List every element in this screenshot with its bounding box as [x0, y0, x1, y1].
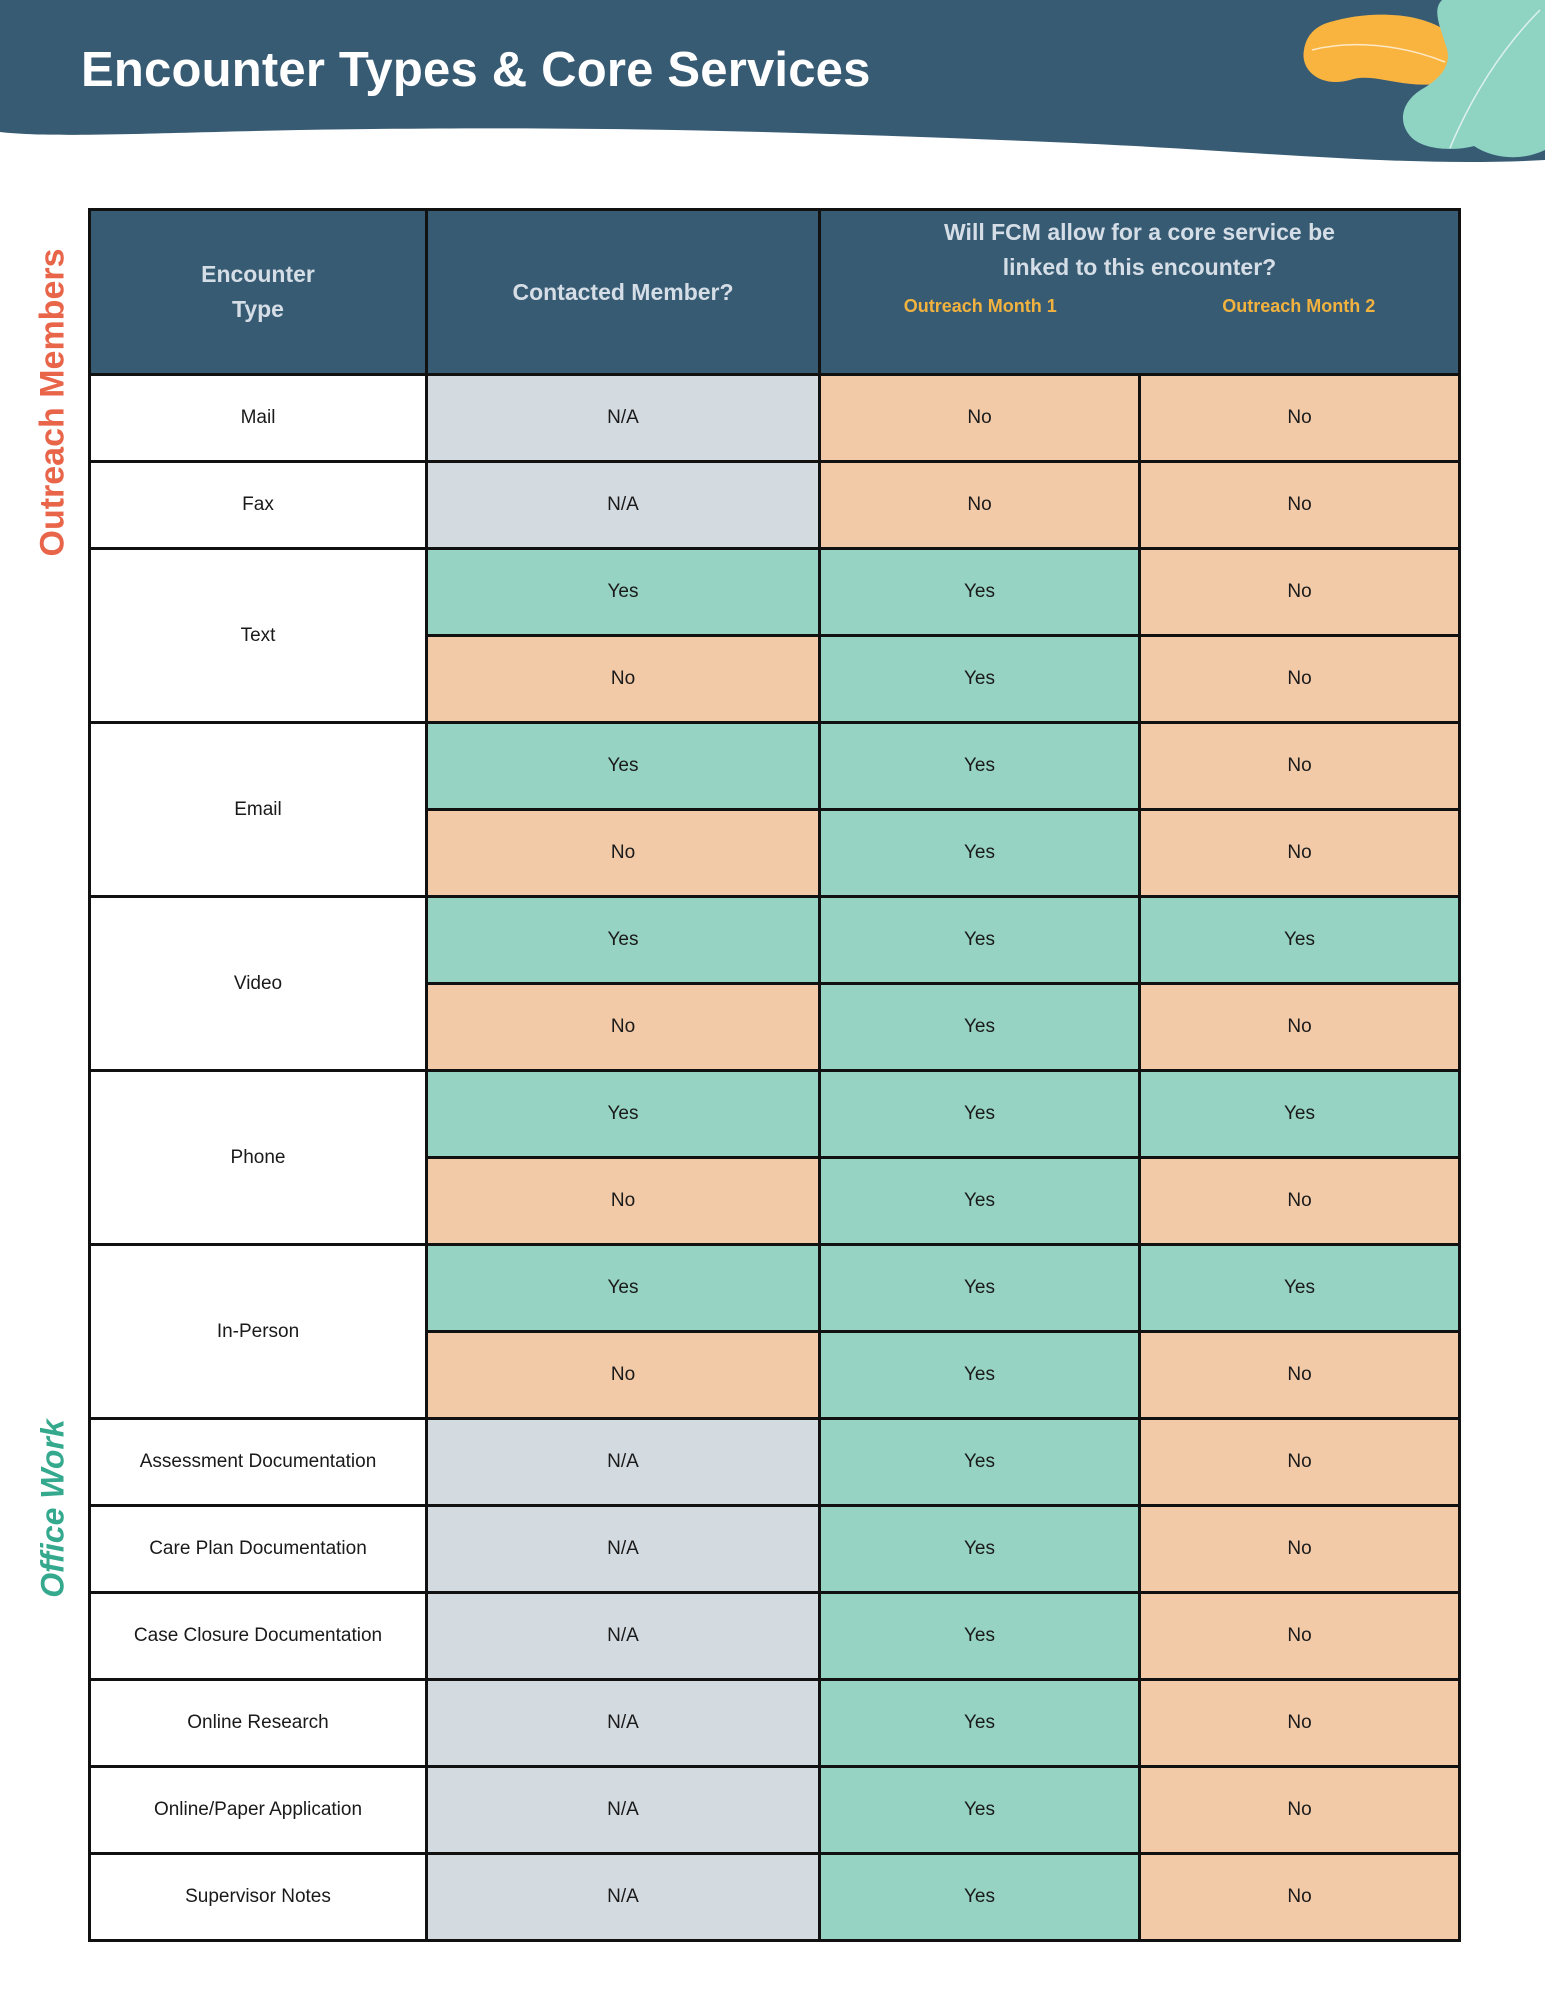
side-label-outreach-members: Outreach Members: [33, 248, 72, 557]
table-row: Phone Yes Yes Yes: [88, 1069, 1462, 1246]
contacted-member-cell: No: [425, 808, 821, 898]
header-core-service-question: Will FCM allow for a core service be lin…: [817, 208, 1462, 291]
outreach-month-1-cell: Yes: [818, 721, 1141, 811]
table-row: Online Research N/A Yes No: [88, 1678, 1462, 1768]
side-label-office-work: Office Work: [34, 1419, 71, 1598]
outreach-month-1-cell: Yes: [818, 1417, 1141, 1507]
outreach-month-1-cell: Yes: [818, 895, 1141, 985]
outreach-month-2-cell: No: [1137, 547, 1462, 637]
outreach-month-1-cell: Yes: [818, 1678, 1141, 1768]
table-row: Video Yes Yes Yes: [88, 895, 1462, 1072]
table-row: Case Closure Documentation N/A Yes No: [88, 1591, 1462, 1681]
encounter-type-cell: Mail: [88, 373, 428, 463]
outreach-month-1-cell: Yes: [818, 1852, 1141, 1942]
contacted-member-cell: N/A: [425, 1417, 821, 1507]
encounter-type-cell: Supervisor Notes: [88, 1852, 428, 1942]
table-row: Mail N/A No No: [88, 373, 1462, 463]
outreach-month-2-cell: No: [1137, 1852, 1462, 1942]
contacted-member-cell: Yes: [425, 721, 821, 811]
header-outreach-month-2: Outreach Month 2: [1139, 290, 1462, 376]
outreach-month-1-cell: Yes: [818, 634, 1141, 724]
outreach-month-1-cell: Yes: [818, 808, 1141, 898]
table-row: No Yes No: [90, 1156, 1462, 1246]
encounter-table: Encounter Type Contacted Member? Will FC…: [88, 208, 1462, 1942]
encounter-type-cell: Email: [88, 721, 428, 898]
contacted-member-cell: Yes: [425, 895, 821, 985]
encounter-type-cell: Care Plan Documentation: [88, 1504, 428, 1594]
encounter-type-cell: Case Closure Documentation: [88, 1591, 428, 1681]
outreach-month-1-cell: Yes: [818, 1765, 1141, 1855]
header-encounter-type: Encounter Type: [88, 208, 428, 376]
outreach-month-2-cell: No: [1137, 1765, 1462, 1855]
table-row: Email Yes Yes No: [88, 721, 1462, 898]
encounter-type-cell: Assessment Documentation: [88, 1417, 428, 1507]
header-contacted-member: Contacted Member?: [425, 208, 821, 376]
header-band: [0, 0, 1545, 163]
encounter-type-cell: Video: [88, 895, 428, 1072]
outreach-month-2-cell: No: [1137, 1678, 1462, 1768]
contacted-member-cell: N/A: [425, 1678, 821, 1768]
outreach-month-2-cell: No: [1137, 808, 1462, 898]
encounter-type-cell: Phone: [88, 1069, 428, 1246]
encounter-type-cell: Online/Paper Application: [88, 1765, 428, 1855]
outreach-month-1-cell: Yes: [818, 1069, 1141, 1159]
contacted-member-cell: N/A: [425, 1591, 821, 1681]
contacted-member-cell: No: [425, 634, 821, 724]
contacted-member-cell: N/A: [425, 1765, 821, 1855]
contacted-member-cell: Yes: [425, 547, 821, 637]
outreach-month-2-cell: No: [1137, 1417, 1462, 1507]
table-row: In-Person Yes Yes Yes: [88, 1243, 1462, 1420]
outreach-month-1-cell: Yes: [818, 1330, 1141, 1420]
contacted-member-cell: No: [425, 1156, 821, 1246]
encounter-type-cell: In-Person: [88, 1243, 428, 1420]
table-row: No Yes No: [90, 1330, 1462, 1420]
contacted-member-cell: Yes: [425, 1243, 821, 1333]
table-row: Fax N/A No No: [88, 460, 1462, 550]
outreach-month-1-cell: Yes: [818, 1504, 1141, 1594]
outreach-month-2-cell: No: [1137, 721, 1462, 811]
outreach-month-2-cell: Yes: [1137, 1069, 1462, 1159]
table-row: Care Plan Documentation N/A Yes No: [88, 1504, 1462, 1594]
outreach-month-1-cell: No: [818, 373, 1141, 463]
outreach-month-2-cell: No: [1137, 373, 1462, 463]
contacted-member-cell: N/A: [425, 1852, 821, 1942]
outreach-month-1-cell: Yes: [818, 1156, 1141, 1246]
outreach-month-2-cell: No: [1137, 460, 1462, 550]
table-row: No Yes No: [90, 808, 1462, 898]
outreach-month-1-cell: Yes: [818, 547, 1141, 637]
table-row: Text Yes Yes No: [88, 547, 1462, 724]
outreach-month-1-cell: Yes: [818, 1243, 1141, 1333]
encounter-table-body: Mail N/A No No Fax N/A No No Text Yes Yes No No Yes No…: [88, 373, 1462, 1942]
leaf-decoration-icon: [1303, 0, 1545, 158]
contacted-member-cell: No: [425, 1330, 821, 1420]
page-title: Encounter Types & Core Services: [81, 43, 871, 97]
table-row: No Yes No: [90, 982, 1462, 1072]
outreach-month-2-cell: Yes: [1137, 895, 1462, 985]
contacted-member-cell: N/A: [425, 460, 821, 550]
table-row: Assessment Documentation N/A Yes No: [88, 1417, 1462, 1507]
outreach-month-2-cell: No: [1137, 1156, 1462, 1246]
outreach-month-2-cell: No: [1137, 634, 1462, 724]
outreach-month-2-cell: No: [1137, 1330, 1462, 1420]
contacted-member-cell: N/A: [425, 1504, 821, 1594]
header-outreach-month-1: Outreach Month 1: [818, 290, 1140, 376]
encounter-type-cell: Text: [88, 547, 428, 724]
table-row: Online/Paper Application N/A Yes No: [88, 1765, 1462, 1855]
table-row: No Yes No: [90, 634, 1462, 724]
outreach-month-1-cell: Yes: [818, 982, 1141, 1072]
encounter-type-cell: Online Research: [88, 1678, 428, 1768]
table-row: Supervisor Notes N/A Yes No: [88, 1852, 1462, 1942]
outreach-month-2-cell: No: [1137, 1504, 1462, 1594]
outreach-month-2-cell: No: [1137, 1591, 1462, 1681]
contacted-member-cell: No: [425, 982, 821, 1072]
outreach-month-1-cell: No: [818, 460, 1141, 550]
encounter-type-cell: Fax: [88, 460, 428, 550]
outreach-month-1-cell: Yes: [818, 1591, 1141, 1681]
outreach-month-2-cell: Yes: [1137, 1243, 1462, 1333]
contacted-member-cell: Yes: [425, 1069, 821, 1159]
contacted-member-cell: N/A: [425, 373, 821, 463]
outreach-month-2-cell: No: [1137, 982, 1462, 1072]
